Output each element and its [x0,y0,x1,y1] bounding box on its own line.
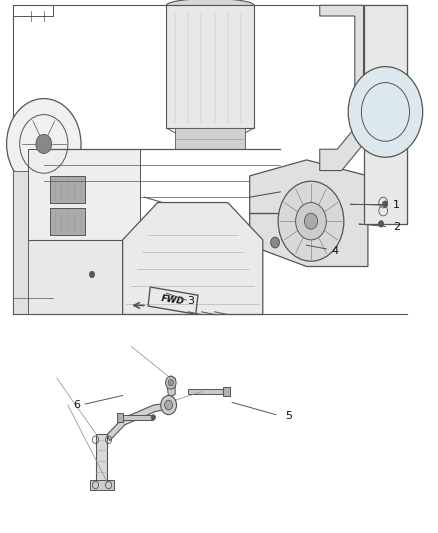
Polygon shape [223,387,230,396]
Polygon shape [166,376,175,397]
Circle shape [304,213,318,229]
Polygon shape [320,5,364,171]
Text: 2: 2 [393,222,400,231]
Text: 4: 4 [332,246,339,255]
Polygon shape [166,5,254,128]
Circle shape [278,181,344,261]
Circle shape [168,379,173,386]
Polygon shape [120,415,153,420]
Circle shape [7,99,81,189]
Ellipse shape [166,0,254,12]
Polygon shape [364,5,407,224]
Circle shape [36,134,52,154]
Circle shape [165,400,173,410]
Circle shape [296,203,326,240]
Polygon shape [96,434,107,488]
Polygon shape [50,176,85,203]
Circle shape [166,376,176,389]
Circle shape [378,221,384,227]
Polygon shape [117,413,123,422]
Circle shape [348,67,423,157]
Polygon shape [107,402,175,441]
Circle shape [382,201,388,207]
Polygon shape [28,149,140,314]
Circle shape [151,415,155,420]
Polygon shape [28,240,140,314]
Polygon shape [175,128,245,149]
Text: FWD: FWD [161,295,185,306]
Polygon shape [90,480,114,490]
Polygon shape [188,389,223,394]
Text: 1: 1 [393,200,400,210]
Polygon shape [13,171,28,314]
Text: 5: 5 [286,411,293,421]
Polygon shape [250,160,368,266]
Text: 3: 3 [187,296,194,306]
Polygon shape [50,208,85,235]
Circle shape [271,237,279,248]
Text: 6: 6 [73,400,80,410]
Polygon shape [123,203,263,314]
Circle shape [89,271,95,278]
Circle shape [161,395,177,415]
